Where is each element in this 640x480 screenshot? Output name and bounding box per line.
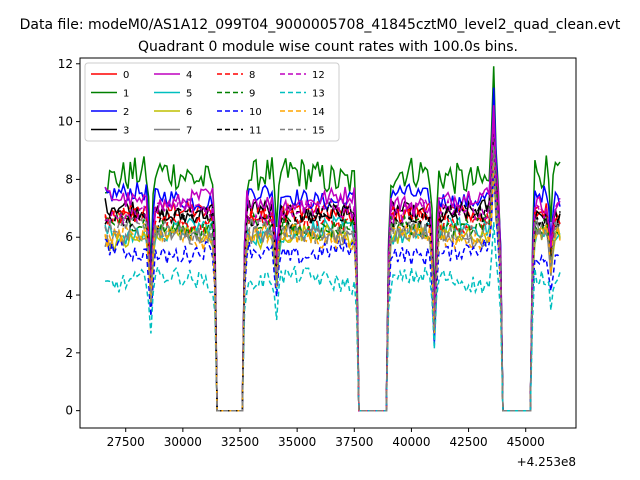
legend-label-15: 15 bbox=[312, 126, 325, 137]
legend-label-11: 11 bbox=[249, 126, 262, 137]
x-offset-label: +4.253e8 bbox=[517, 455, 576, 469]
x-tick-label: 37500 bbox=[335, 435, 373, 449]
legend-label-12: 12 bbox=[312, 70, 325, 81]
legend-label-5: 5 bbox=[186, 89, 192, 100]
x-tick-label: 27500 bbox=[107, 435, 145, 449]
y-tick-label: 10 bbox=[58, 115, 73, 129]
chart-suptitle: Data file: modeM0/AS1A12_099T04_90000057… bbox=[20, 17, 621, 33]
legend-label-13: 13 bbox=[312, 89, 325, 100]
legend-label-8: 8 bbox=[249, 70, 255, 81]
legend-label-14: 14 bbox=[312, 107, 325, 118]
y-tick-label: 4 bbox=[65, 288, 73, 302]
legend-label-4: 4 bbox=[186, 70, 192, 81]
legend-label-7: 7 bbox=[186, 126, 192, 137]
x-tick-label: 42500 bbox=[449, 435, 487, 449]
x-tick-label: 45000 bbox=[507, 435, 545, 449]
x-axis: 27500 30000 32500 35000 37500 40000 42500 45000 bbox=[107, 428, 545, 449]
count-rate-chart: Data file: modeM0/AS1A12_099T04_90000057… bbox=[0, 0, 640, 480]
y-tick-label: 12 bbox=[58, 57, 73, 71]
y-tick-label: 2 bbox=[65, 346, 73, 360]
series-line-13 bbox=[105, 222, 560, 411]
legend-label-6: 6 bbox=[186, 107, 192, 118]
legend-label-9: 9 bbox=[249, 89, 255, 100]
y-tick-label: 8 bbox=[65, 172, 73, 186]
x-tick-label: 40000 bbox=[392, 435, 430, 449]
legend-label-1: 1 bbox=[123, 89, 129, 100]
legend-label-0: 0 bbox=[123, 70, 129, 81]
y-tick-label: 0 bbox=[65, 404, 73, 418]
x-tick-label: 32500 bbox=[221, 435, 259, 449]
legend-label-10: 10 bbox=[249, 107, 262, 118]
y-tick-label: 6 bbox=[65, 230, 73, 244]
chart-title: Quadrant 0 module wise count rates with … bbox=[138, 39, 518, 55]
legend-label-3: 3 bbox=[123, 126, 129, 137]
legend-label-2: 2 bbox=[123, 107, 129, 118]
x-tick-label: 30000 bbox=[164, 435, 202, 449]
series-line-15 bbox=[105, 146, 560, 410]
y-axis: 0 2 4 6 8 10 12 bbox=[58, 57, 80, 418]
x-tick-label: 35000 bbox=[278, 435, 316, 449]
